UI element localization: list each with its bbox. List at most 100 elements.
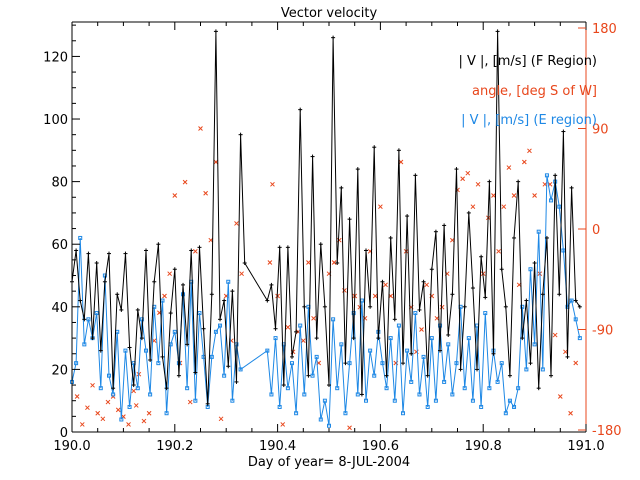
e-region-point: [462, 386, 467, 391]
f-region-point: [294, 329, 299, 334]
angle-point-stroke: [90, 382, 95, 388]
f-region-point: [376, 336, 381, 341]
e-region-point: [230, 398, 235, 403]
angle-point-stroke: [511, 193, 517, 198]
f-region-point: [314, 336, 319, 341]
angle-point-stroke: [131, 388, 137, 394]
e-region-point: [322, 398, 327, 403]
angle-point-stroke: [424, 282, 430, 288]
angle-point: [383, 282, 388, 288]
angle-point: [496, 248, 501, 254]
f-region-point: [331, 35, 336, 40]
e-region-point: [450, 392, 455, 397]
e-region-point: [507, 398, 512, 403]
e-region-point: [442, 379, 447, 384]
angle-point: [557, 394, 563, 399]
e-region-point: [78, 235, 83, 240]
e-region-point: [409, 379, 414, 384]
angle-point-stroke: [126, 422, 131, 427]
e-region-point: [388, 336, 393, 341]
f-region-point: [218, 317, 223, 322]
angle-point: [267, 260, 273, 265]
y-tick-label: 40: [51, 301, 68, 316]
e-region-point: [222, 373, 227, 378]
f-region-point: [226, 364, 231, 369]
angle-point: [521, 159, 527, 165]
e-region-point: [265, 348, 270, 353]
f-region-point: [156, 242, 161, 247]
f-region-point: [458, 367, 463, 372]
y-tick-label: 80: [51, 176, 68, 191]
angle-point: [187, 399, 193, 405]
f-region-point: [181, 282, 186, 287]
angle-point: [182, 179, 188, 185]
angle-point: [218, 416, 224, 422]
f-region-point: [446, 332, 451, 337]
e-region-point: [405, 348, 410, 353]
angle-point-stroke: [208, 237, 214, 243]
angle-point: [90, 382, 95, 388]
angle-point-stroke: [146, 410, 152, 416]
f-region-point: [335, 260, 340, 265]
legend-f-region: | V |, [m/s] (F Region): [458, 54, 597, 69]
f-region-point: [351, 336, 356, 341]
f-region-point: [168, 311, 173, 316]
f-region-point: [429, 267, 434, 272]
f-region-point: [310, 154, 315, 159]
angle-point-stroke: [280, 422, 286, 427]
angle-point: [208, 237, 214, 243]
y2-tick-label: 180: [592, 22, 617, 37]
e-region-point: [164, 411, 169, 416]
f-region-point: [528, 361, 533, 366]
f-region-point: [176, 373, 181, 378]
f-region-point: [115, 292, 120, 297]
f-region-point: [222, 298, 227, 303]
e-region-point: [516, 386, 521, 391]
angle-point-stroke: [115, 407, 121, 413]
e-region-point: [135, 386, 140, 391]
f-region-point: [164, 386, 169, 391]
f-region-point: [135, 307, 140, 312]
f-region-point: [197, 245, 202, 250]
f-region-point: [438, 348, 443, 353]
angle-point: [475, 181, 481, 187]
legend: | V |, [m/s] (F Region) angle, [deg S of…: [458, 54, 597, 128]
f-region-point: [557, 292, 562, 297]
f-region-point: [442, 223, 447, 228]
e-region-point: [102, 273, 107, 278]
angle-point-stroke: [133, 403, 139, 408]
f-region-point: [172, 267, 177, 272]
angle-point-stroke: [383, 282, 388, 288]
e-region-point: [327, 423, 331, 428]
f-region-point: [372, 145, 377, 150]
y-tick-label: 20: [51, 363, 68, 378]
e-region-point: [94, 311, 99, 316]
angle-point: [203, 190, 208, 196]
f-region-point: [417, 307, 422, 312]
f-region-point: [359, 392, 364, 397]
e-region-point: [144, 348, 149, 353]
angle-point-stroke: [167, 271, 173, 277]
f-region-point: [343, 361, 348, 366]
e-region-point: [318, 417, 323, 422]
f-region-point: [322, 304, 327, 309]
angle-point-stroke: [105, 399, 111, 405]
f-region-point: [561, 129, 566, 134]
f-region-point: [487, 179, 492, 184]
f-region-point: [98, 348, 103, 353]
f-region-point: [450, 292, 455, 297]
e-region-line: [71, 175, 581, 426]
angle-point-stroke: [218, 416, 224, 422]
e-region-point: [429, 336, 434, 341]
angle-point-stroke: [342, 288, 347, 293]
e-region-point: [466, 336, 471, 341]
f-region-point: [277, 245, 282, 250]
e-region-point: [347, 361, 352, 366]
f-region-point: [549, 373, 554, 378]
angle-point-stroke: [172, 193, 178, 198]
angle-point-stroke: [285, 324, 291, 330]
angle-point: [347, 425, 352, 431]
angle-point: [342, 288, 347, 293]
e-region-point: [483, 311, 488, 316]
f-region-point: [409, 351, 414, 356]
